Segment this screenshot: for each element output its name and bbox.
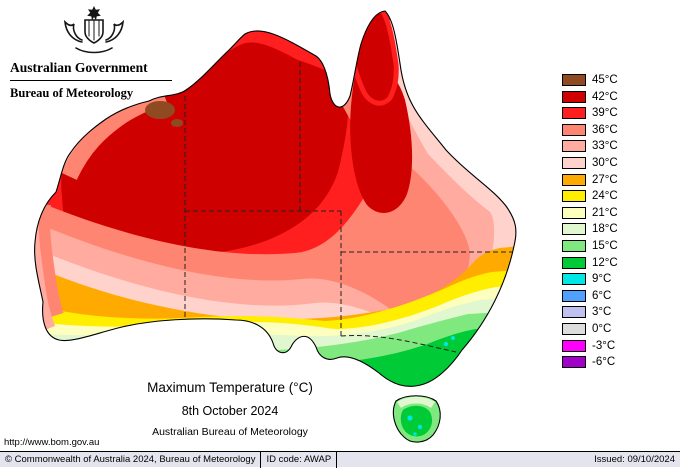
temp-band-45-pilbara-2 <box>171 119 183 127</box>
legend-item: 39°C <box>562 107 618 120</box>
bom-url: http://www.bom.gov.au <box>4 437 100 448</box>
footer-copyright: © Commonwealth of Australia 2024, Bureau… <box>0 451 262 468</box>
legend-item: 24°C <box>562 190 618 203</box>
legend-label: 33°C <box>592 140 618 153</box>
tasmania-coastline <box>392 395 441 443</box>
legend-item: 33°C <box>562 140 618 153</box>
legend-item: 6°C <box>562 289 618 302</box>
legend-swatch <box>562 74 586 86</box>
bureau-title: Bureau of Meteorology <box>10 86 134 100</box>
government-title: Australian Government <box>10 60 148 75</box>
legend-item: 3°C <box>562 306 618 319</box>
legend-swatch <box>562 339 586 352</box>
alpine-cold-spot-2 <box>451 336 455 340</box>
legend-swatch <box>562 206 586 219</box>
map-org: Australian Bureau of Meteorology <box>152 426 308 438</box>
temp-band-42-interior <box>61 42 349 255</box>
west-coast-strip-36 <box>34 202 64 320</box>
crest-kangaroo <box>63 19 83 43</box>
legend-swatch <box>562 306 586 319</box>
legend-label: 42°C <box>592 90 618 103</box>
legend-label: 0°C <box>592 322 612 335</box>
tasmania-band-18 <box>397 396 435 408</box>
legend-label: 36°C <box>592 123 618 136</box>
legend-label: 12°C <box>592 256 618 269</box>
legend-label: 30°C <box>592 156 618 169</box>
footer-bar: © Commonwealth of Australia 2024, Bureau… <box>0 451 680 468</box>
tasmania-cold-spot-3 <box>413 432 417 436</box>
map-container <box>0 2 548 469</box>
legend-swatch <box>562 173 586 186</box>
map-caption: Maximum Temperature (°C) 8th October 202… <box>70 380 390 438</box>
legend-label: -6°C <box>592 356 616 369</box>
legend-swatch <box>562 123 586 136</box>
legend-item: -6°C <box>562 356 618 369</box>
crest-shield <box>84 19 104 44</box>
map-title: Maximum Temperature (°C) <box>147 380 313 395</box>
legend-swatch <box>562 256 586 269</box>
legend-label: 39°C <box>592 107 618 120</box>
legend-item: -3°C <box>562 339 618 352</box>
crest-emu <box>105 19 125 43</box>
legend-swatch <box>562 239 586 252</box>
legend-label: 6°C <box>592 289 612 302</box>
legend-swatch <box>562 273 586 286</box>
coat-of-arms-logo <box>63 6 125 54</box>
temp-band-45-pilbara <box>145 101 175 119</box>
legend-swatch <box>562 190 586 203</box>
legend-item: 12°C <box>562 256 618 269</box>
crest-star-icon <box>87 6 101 21</box>
legend: 45°C 42°C 39°C 36°C 33°C 30°C 27°C 24°C … <box>562 74 618 373</box>
temp-band-42-qld <box>350 62 413 213</box>
tasmania-cold-spot <box>407 415 413 421</box>
header: Australian Government Bureau of Meteorol… <box>10 4 178 101</box>
legend-label: 18°C <box>592 223 618 236</box>
legend-label: 9°C <box>592 273 612 286</box>
alpine-cold-spot <box>443 341 449 347</box>
map-date: 8th October 2024 <box>181 404 279 418</box>
legend-label: 21°C <box>592 206 618 219</box>
legend-label: 27°C <box>592 173 618 186</box>
tasmania-cold-spot-2 <box>417 424 423 430</box>
legend-item: 15°C <box>562 239 618 252</box>
legend-label: 24°C <box>592 190 618 203</box>
legend-item: 0°C <box>562 322 618 335</box>
legend-item: 18°C <box>562 223 618 236</box>
legend-item: 42°C <box>562 90 618 103</box>
legend-swatch <box>562 356 586 369</box>
legend-swatch <box>562 289 586 302</box>
legend-label: 3°C <box>592 306 612 319</box>
legend-swatch <box>562 223 586 236</box>
footer-id-code: ID code: AWAP <box>261 451 338 468</box>
legend-item: 30°C <box>562 156 618 169</box>
legend-item: 36°C <box>562 123 618 136</box>
australia-temperature-map <box>34 10 517 443</box>
legend-label: 15°C <box>592 239 618 252</box>
header-divider <box>10 80 172 81</box>
crest-scroll <box>75 47 113 54</box>
state-borders <box>184 62 512 353</box>
footer-issued: Issued: 09/10/2024 <box>594 454 675 465</box>
legend-swatch <box>562 90 586 103</box>
legend-swatch <box>562 156 586 169</box>
legend-item: 21°C <box>562 206 618 219</box>
australia-coastline <box>34 10 517 387</box>
legend-swatch <box>562 322 586 335</box>
legend-label: -3°C <box>592 339 616 352</box>
tasmania-band-12 <box>400 405 433 437</box>
legend-item: 45°C <box>562 74 618 86</box>
legend-item: 27°C <box>562 173 618 186</box>
legend-swatch <box>562 140 586 153</box>
legend-item: 9°C <box>562 273 618 286</box>
legend-swatch <box>562 107 586 120</box>
legend-label: 45°C <box>592 74 618 86</box>
